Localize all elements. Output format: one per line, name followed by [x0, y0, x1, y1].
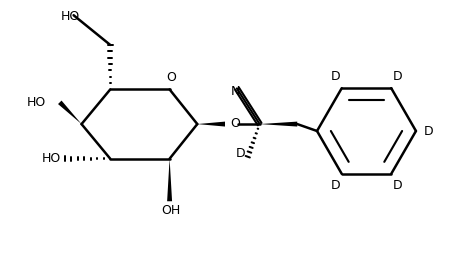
- Text: D: D: [393, 178, 402, 192]
- Text: OH: OH: [161, 204, 180, 217]
- Text: D: D: [393, 70, 402, 84]
- Text: HO: HO: [27, 96, 46, 109]
- Text: HO: HO: [41, 152, 61, 165]
- Text: D: D: [331, 70, 340, 84]
- Text: N: N: [231, 85, 240, 99]
- Polygon shape: [260, 122, 297, 127]
- Text: D: D: [331, 178, 340, 192]
- Polygon shape: [167, 159, 172, 201]
- Text: D: D: [236, 147, 246, 160]
- Text: O: O: [230, 117, 240, 130]
- Text: HO: HO: [61, 10, 80, 23]
- Text: D: D: [424, 124, 433, 138]
- Polygon shape: [197, 122, 225, 127]
- Polygon shape: [58, 101, 82, 124]
- Text: O: O: [166, 70, 176, 84]
